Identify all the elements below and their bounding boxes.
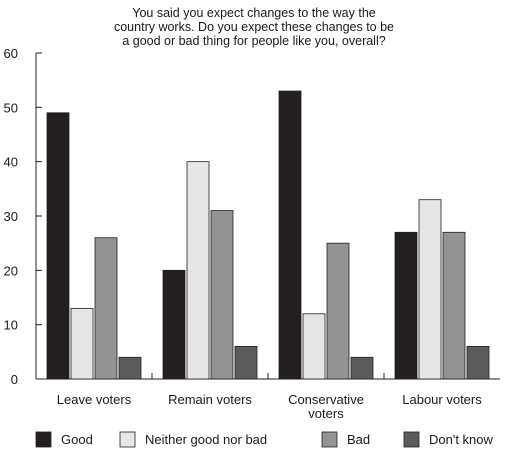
bar-good: [394, 231, 418, 380]
chart-bars: [46, 90, 490, 380]
category-labels: Leave voters Remain voters Conservativevot…: [57, 392, 482, 421]
category-label: Leave voters: [57, 392, 132, 407]
y-tick-label: 30: [4, 209, 18, 224]
bar-bad: [210, 210, 234, 380]
bar-don-t-know: [118, 356, 142, 380]
legend-label: Neither good nor bad: [145, 432, 267, 447]
y-tick-label: 10: [4, 318, 18, 333]
bar-bad: [326, 242, 350, 380]
bar-don-t-know: [350, 356, 374, 380]
y-tick-label: 40: [4, 155, 18, 170]
category-label: voters: [308, 406, 344, 421]
legend-swatch: [403, 431, 420, 448]
y-tick-label: 60: [4, 46, 18, 61]
bar-bad: [94, 237, 118, 380]
bar-neither-good-nor-bad: [186, 161, 210, 380]
bar-neither-good-nor-bad: [302, 313, 326, 380]
bar-don-t-know: [234, 345, 258, 380]
chart-title: You said you expect changes to the way t…: [114, 6, 394, 48]
bar-neither-good-nor-bad: [70, 307, 94, 380]
bar-bad: [442, 231, 466, 380]
bar-good: [46, 112, 70, 380]
legend-label: Good: [61, 432, 93, 447]
bar-good: [278, 90, 302, 380]
category-label: Remain voters: [168, 392, 252, 407]
y-tick-label: 20: [4, 263, 18, 278]
bar-neither-good-nor-bad: [418, 199, 442, 380]
category-label: Labour voters: [402, 392, 482, 407]
y-tick-label: 0: [11, 372, 18, 387]
legend-swatch: [35, 431, 52, 448]
chart-title-line: You said you expect changes to the way t…: [132, 6, 376, 20]
legend-swatch: [119, 431, 136, 448]
legend-swatch: [321, 431, 338, 448]
bar-good: [162, 269, 186, 380]
bar-don-t-know: [466, 345, 490, 380]
y-tick-label: 50: [4, 100, 18, 115]
chart-title-line: country works. Do you expect these chang…: [114, 20, 394, 34]
legend-label: Bad: [347, 432, 370, 447]
chart-legend: Good Neither good nor bad Bad Don't know: [35, 431, 494, 448]
legend-label: Don't know: [429, 432, 494, 447]
chart-title-line: a good or bad thing for people like you,…: [122, 34, 385, 48]
category-label: Conservative: [288, 392, 364, 407]
